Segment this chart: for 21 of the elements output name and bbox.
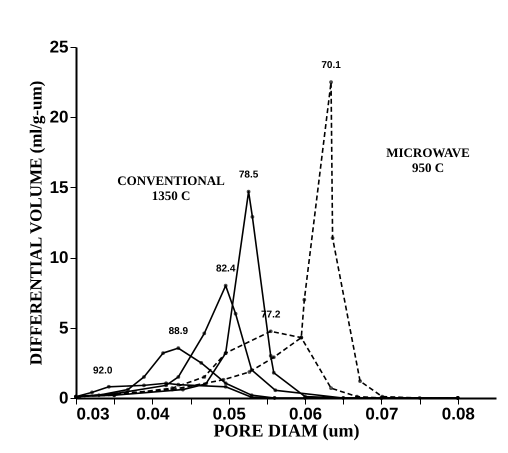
annotation: 70.1: [321, 60, 342, 72]
y-tick-label: 15: [50, 178, 68, 197]
x-tick-label: 0.06: [289, 404, 322, 424]
y-tick-label: 0: [59, 388, 68, 408]
y-tick-label: 10: [50, 248, 68, 268]
x-tick-label: 0.04: [136, 404, 170, 424]
annotation: 82.4: [216, 264, 236, 275]
y-axis-title: DIFFERENTIAL VOLUME (ml/g-um): [26, 80, 46, 366]
x-axis-title: PORE DIAM (um): [214, 420, 360, 440]
x-tick-label: 0.03: [76, 404, 110, 424]
x-tick-label: 0.05: [212, 404, 246, 424]
annotation: 92.0: [92, 365, 113, 376]
annotation: 88.9: [168, 326, 188, 338]
annotation: 78.5: [238, 170, 259, 181]
x-tick-label: 0.08: [442, 404, 475, 424]
y-tick-label: 20: [50, 108, 68, 127]
y-tick-label: 25: [50, 38, 68, 56]
x-tick-label: 0.07: [365, 404, 398, 424]
annotation: MICROWAVE 950 C: [386, 145, 470, 175]
annotation: CONVENTIONAL 1350 C: [117, 173, 226, 203]
y-tick-label: 5: [59, 318, 68, 338]
